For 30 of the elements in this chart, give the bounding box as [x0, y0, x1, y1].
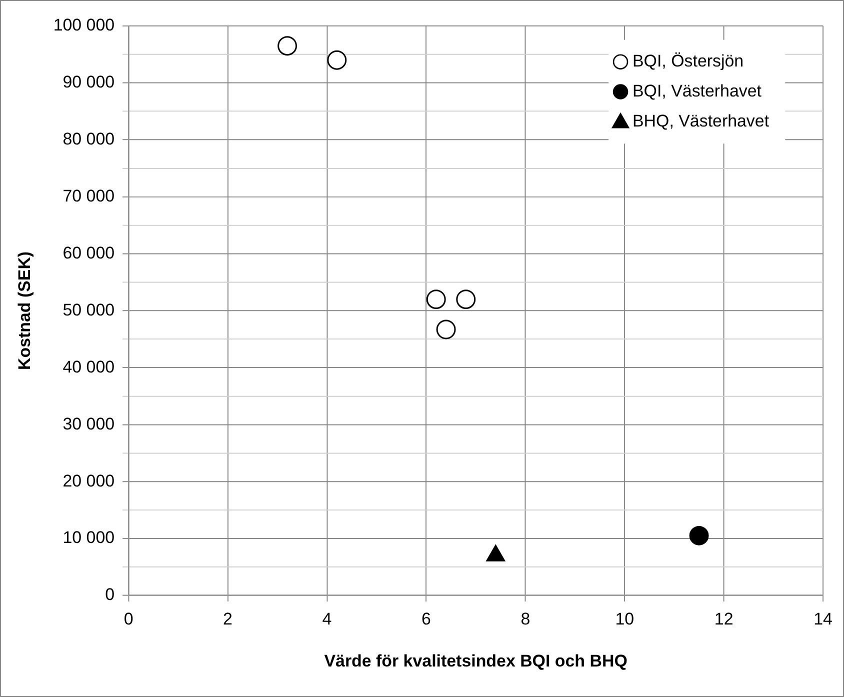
y-tick-label: 80 000 — [62, 130, 115, 149]
point — [456, 290, 476, 310]
y-axis-title: Kostnad (SEK) — [14, 251, 34, 370]
point — [689, 526, 709, 546]
point — [278, 36, 298, 56]
y-tick-label: 0 — [105, 585, 115, 604]
y-tick-label: 70 000 — [62, 186, 115, 206]
x-tick-label: 14 — [814, 609, 832, 628]
x-tick-label: 12 — [714, 609, 734, 628]
x-tick-label: 2 — [223, 609, 232, 628]
point — [426, 290, 446, 310]
y-tick-label: 10 000 — [62, 528, 115, 548]
x-tick-label: 6 — [421, 609, 431, 628]
point — [436, 320, 456, 340]
y-tick-label: 50 000 — [62, 300, 115, 320]
y-tick-label: 30 000 — [62, 414, 115, 434]
legend-label: BHQ, Västerhavet — [632, 111, 770, 130]
y-tick-label: 100 000 — [53, 16, 115, 35]
y-tick-label: 90 000 — [62, 72, 115, 92]
x-tick-label: 10 — [615, 609, 634, 628]
legend-label: BQI, Östersjön — [632, 52, 744, 70]
x-tick-label: 4 — [322, 609, 332, 628]
point — [327, 50, 347, 70]
x-axis-title: Värde för kvalitetsindex BQI och BHQ — [324, 652, 628, 671]
legend-label: BQI, Västerhavet — [632, 81, 762, 100]
x-tick-label: 8 — [520, 609, 530, 628]
y-tick-label: 60 000 — [62, 243, 115, 262]
x-tick-label: 0 — [124, 609, 134, 628]
y-tick-label: 40 000 — [62, 357, 115, 376]
y-tick-label: 20 000 — [62, 471, 115, 490]
